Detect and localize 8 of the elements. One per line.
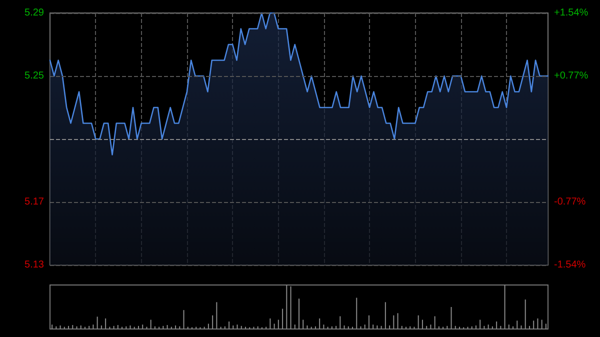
y-tick-label: 5.29 bbox=[24, 8, 44, 18]
y2-tick-label: +0.77% bbox=[554, 70, 588, 82]
y-tick-label: 5.25 bbox=[24, 70, 44, 82]
y2-tick-label: -1.54% bbox=[554, 260, 586, 270]
y-tick-label: 5.17 bbox=[24, 196, 44, 208]
y2-tick-label: -0.77% bbox=[554, 196, 586, 208]
y2-tick-label: +1.54% bbox=[554, 8, 588, 18]
y-tick-label: 5.13 bbox=[24, 260, 44, 270]
